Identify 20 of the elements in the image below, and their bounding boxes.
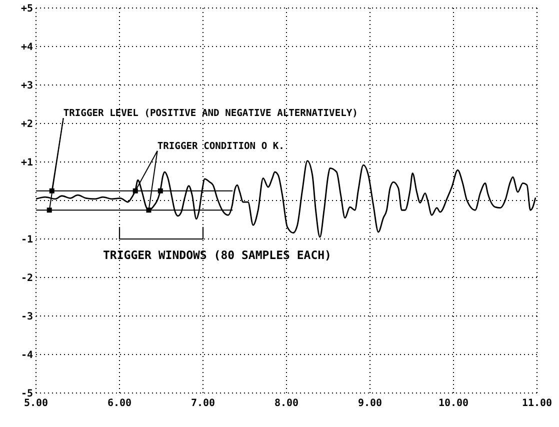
y-tick-label: +1 xyxy=(20,158,33,169)
y-tick-label: +2 xyxy=(20,119,33,130)
y-tick-label: +5 xyxy=(20,4,33,15)
y-tick-label: +3 xyxy=(20,80,33,92)
y-tick-label: -5 xyxy=(20,388,33,400)
y-tick-label: -1 xyxy=(20,234,33,246)
x-tick-label: 5.00 xyxy=(24,398,48,410)
x-tick-label: 8.00 xyxy=(274,398,299,410)
x-tick-label: 7.00 xyxy=(190,398,216,410)
y-tick-label: +4 xyxy=(20,42,33,54)
x-tick-label: 11.00 xyxy=(522,398,552,410)
annotation: TRIGGER WINDOWS (80 SAMPLES EACH) xyxy=(103,248,332,262)
x-tick-label: 9.00 xyxy=(358,398,382,410)
y-tick-label: -4 xyxy=(20,350,33,362)
x-tick-label: 10.00 xyxy=(438,398,469,410)
y-tick-label: -2 xyxy=(20,273,33,284)
x-tick-label: 6.00 xyxy=(107,398,132,410)
annotation: TRIGGER LEVEL (POSITIVE AND NEGATIVE ALTERNATIVELY) xyxy=(63,108,358,119)
annotation: TRIGGER CONDITION O K. xyxy=(157,140,284,152)
y-tick-label: -3 xyxy=(20,312,33,323)
